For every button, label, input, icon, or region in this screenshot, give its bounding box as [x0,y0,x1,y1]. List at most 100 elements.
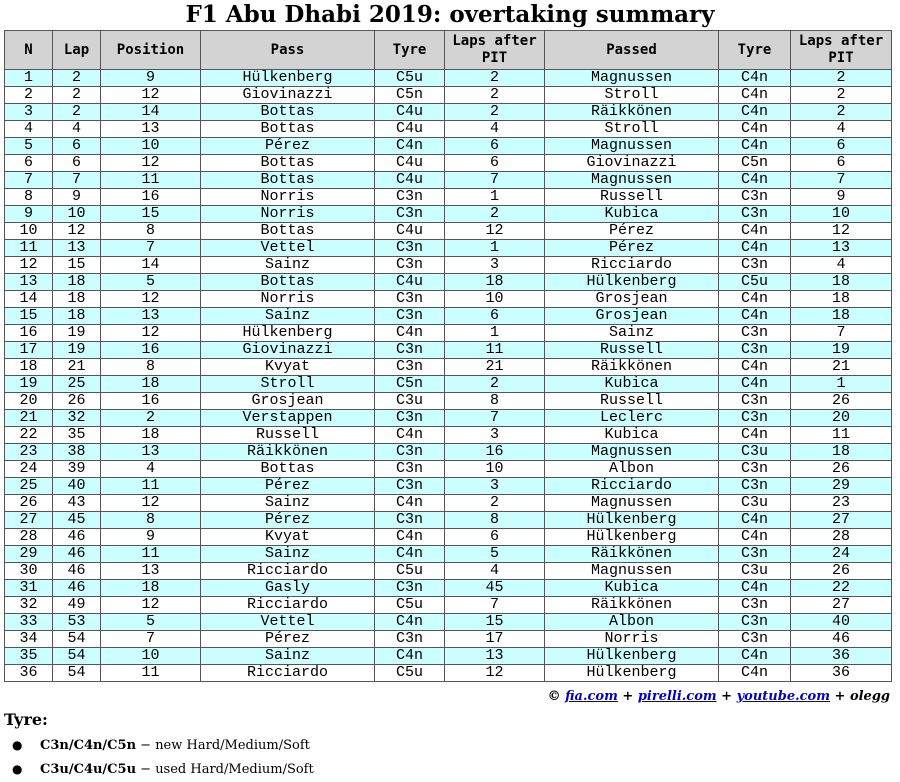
cell-passed-tyre: C4n [718,358,791,376]
cell-lap: 18 [52,290,101,308]
cell-pass: Norris [200,188,375,206]
cell-pass-laps-after-pit: 2 [444,86,545,104]
table-row: 3 2 14 Bottas C4u 2 Räikkönen C4n 2 [4,103,892,121]
cell-pass-laps-after-pit: 10 [444,460,545,478]
header-laps-after-pit: Laps after PIT [444,30,545,70]
credits-author: olegg [849,689,890,704]
cell-lap: 45 [52,511,101,529]
table-row: 18 21 8 Kvyat C3n 21 Räikkönen C4n 21 [4,358,892,376]
cell-position: 8 [100,358,201,376]
cell-passed: Russell [544,188,719,206]
cell-n: 16 [4,324,53,342]
cell-position: 8 [100,511,201,529]
cell-passed: Albon [544,613,719,631]
cell-passed-laps-after-pit: 26 [790,460,892,478]
cell-lap: 38 [52,443,101,461]
cell-passed: Hülkenberg [544,273,719,291]
cell-passed-tyre: C3n [718,460,791,478]
header-n: N [4,30,53,70]
table-row: 5 6 10 Pérez C4n 6 Magnussen C4n 6 [4,137,892,155]
cell-passed: Hülkenberg [544,528,719,546]
cell-lap: 6 [52,137,101,155]
cell-lap: 21 [52,358,101,376]
cell-pass-laps-after-pit: 10 [444,290,545,308]
cell-passed-laps-after-pit: 26 [790,562,892,580]
credits-sep: + [829,689,850,704]
credit-link-fia[interactable]: fia.com [565,689,618,704]
cell-passed-tyre: C4n [718,375,791,393]
cell-passed: Magnussen [544,171,719,189]
cell-passed: Magnussen [544,562,719,580]
cell-passed: Stroll [544,86,719,104]
bullet-icon: ● [12,762,23,776]
cell-passed-tyre: C4n [718,664,791,682]
cell-passed-laps-after-pit: 13 [790,239,892,257]
cell-passed-laps-after-pit: 12 [790,222,892,240]
cell-pass: Sainz [200,494,375,512]
cell-n: 2 [4,86,53,104]
legend-codes: C3u/C4u/C5u [40,762,137,777]
cell-n: 9 [4,205,53,223]
credit-link-pirelli[interactable]: pirelli.com [637,689,717,704]
cell-passed-laps-after-pit: 24 [790,545,892,563]
table-row: 14 18 12 Norris C3n 10 Grosjean C4n 18 [4,290,892,308]
table-row: 15 18 13 Sainz C3n 6 Grosjean C4n 18 [4,307,892,325]
cell-passed-laps-after-pit: 27 [790,596,892,614]
credit-link-youtube[interactable]: youtube.com [736,689,830,704]
table-row: 21 32 2 Verstappen C3n 7 Leclerc C3n 20 [4,409,892,427]
cell-passed-tyre: C5u [718,273,791,291]
table-row: 31 46 18 Gasly C3n 45 Kubica C4n 22 [4,579,892,597]
cell-passed: Pérez [544,239,719,257]
cell-passed-tyre: C4n [718,103,791,121]
cell-pass-laps-after-pit: 15 [444,613,545,631]
cell-pass-tyre: C4u [374,120,445,138]
cell-pass-laps-after-pit: 3 [444,426,545,444]
cell-position: 12 [100,290,201,308]
cell-pass-tyre: C4u [374,171,445,189]
table-row: 29 46 11 Sainz C4n 5 Räikkönen C3n 24 [4,545,892,563]
cell-pass-laps-after-pit: 3 [444,256,545,274]
cell-position: 10 [100,647,201,665]
cell-n: 19 [4,375,53,393]
cell-passed: Hülkenberg [544,511,719,529]
table-row: 23 38 13 Räikkönen C3n 16 Magnussen C3u 18 [4,443,892,461]
cell-passed-tyre: C3u [718,443,791,461]
cell-lap: 32 [52,409,101,427]
cell-lap: 54 [52,630,101,648]
table-row: 24 39 4 Bottas C3n 10 Albon C3n 26 [4,460,892,478]
cell-passed: Räikkönen [544,545,719,563]
cell-passed-tyre: C4n [718,222,791,240]
cell-n: 28 [4,528,53,546]
cell-position: 11 [100,477,201,495]
cell-pass: Ricciardo [200,664,375,682]
cell-pass-laps-after-pit: 7 [444,409,545,427]
cell-pass-laps-after-pit: 1 [444,239,545,257]
cell-position: 12 [100,86,201,104]
cell-lap: 18 [52,307,101,325]
header-pass: Pass [200,30,375,70]
cell-lap: 25 [52,375,101,393]
table-row: 4 4 13 Bottas C4u 4 Stroll C4n 4 [4,120,892,138]
cell-pass-laps-after-pit: 7 [444,596,545,614]
cell-n: 17 [4,341,53,359]
cell-passed: Russell [544,341,719,359]
cell-pass: Sainz [200,545,375,563]
header-position: Position [100,30,201,70]
cell-passed-tyre: C4n [718,137,791,155]
cell-n: 36 [4,664,53,682]
table-row: 25 40 11 Pérez C3n 3 Ricciardo C3n 29 [4,477,892,495]
cell-passed: Grosjean [544,307,719,325]
cell-passed-laps-after-pit: 40 [790,613,892,631]
cell-passed: Magnussen [544,494,719,512]
cell-passed-laps-after-pit: 7 [790,171,892,189]
credits-sep: + [617,689,638,704]
cell-passed-tyre: C4n [718,171,791,189]
cell-n: 8 [4,188,53,206]
legend-desc: − new Hard/Medium/Soft [136,738,310,753]
cell-pass: Kvyat [200,528,375,546]
cell-lap: 12 [52,222,101,240]
page-title: F1 Abu Dhabi 2019: overtaking summary [185,1,715,28]
cell-pass: Pérez [200,137,375,155]
cell-pass-laps-after-pit: 6 [444,154,545,172]
cell-lap: 54 [52,664,101,682]
